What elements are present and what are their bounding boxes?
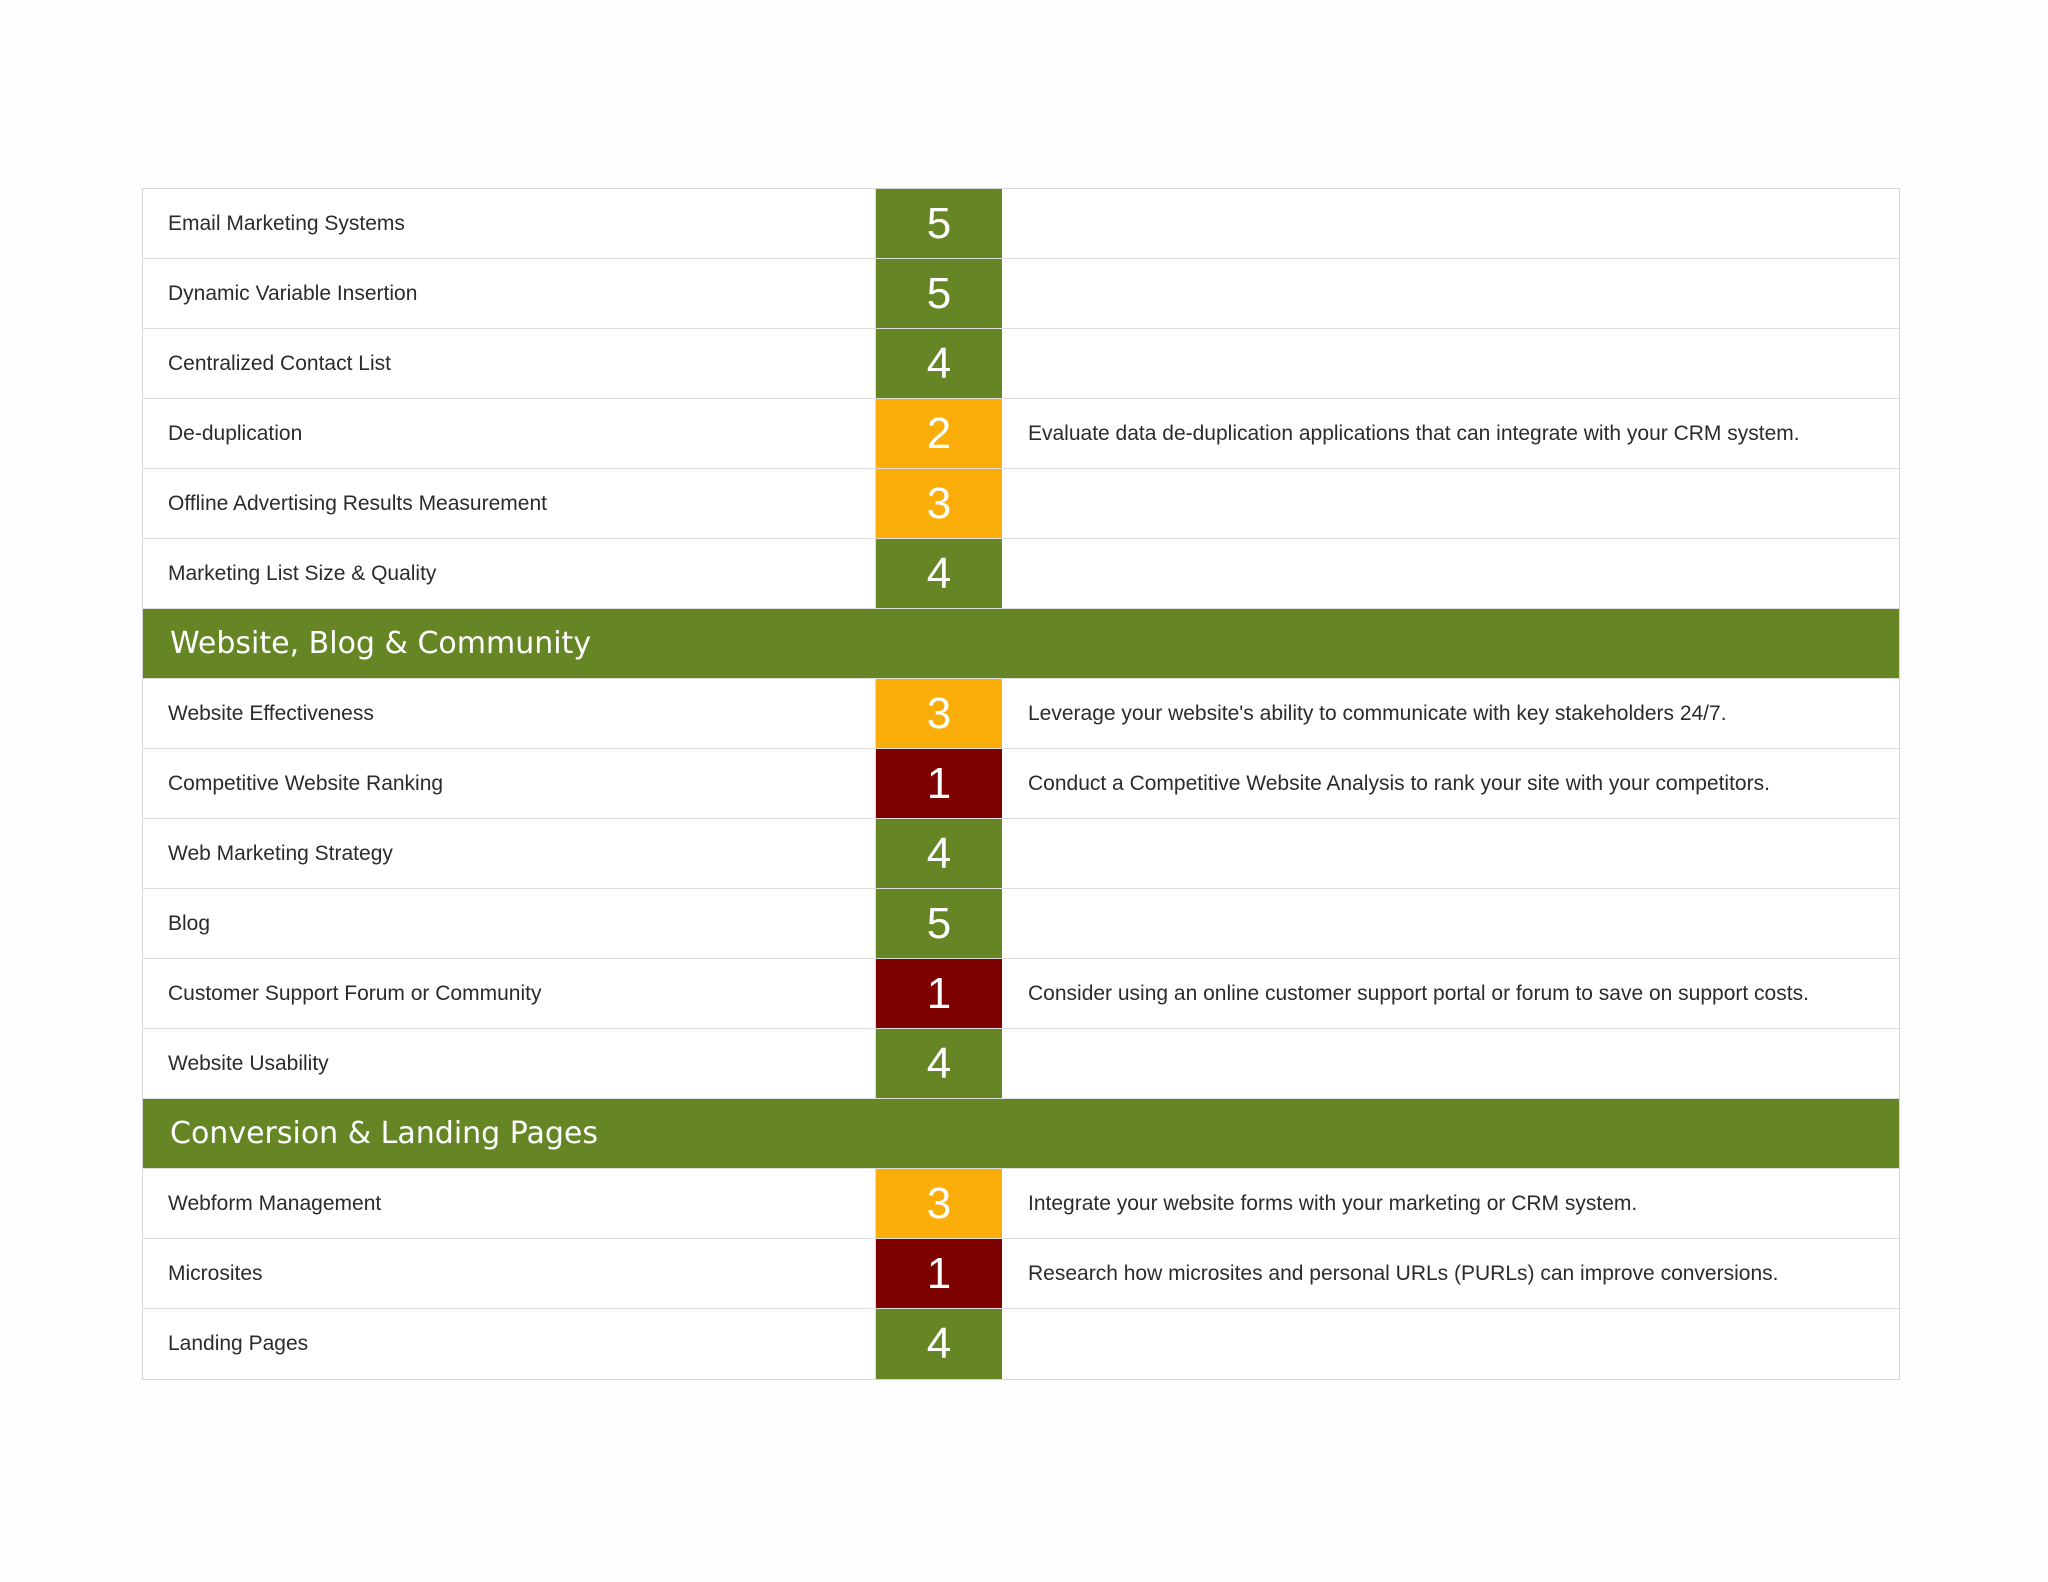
score-badge: 1	[876, 1239, 1002, 1308]
assessment-table: Email Marketing Systems 5 Dynamic Variable…	[142, 188, 1900, 1380]
table-row: Centralized Contact List 4	[143, 329, 1899, 399]
score-badge: 1	[876, 749, 1002, 818]
recommendation-text	[1002, 889, 1899, 958]
item-name: Blog	[143, 889, 876, 958]
table-row: Competitive Website Ranking 1 Conduct a Co…	[143, 749, 1899, 819]
recommendation-text: Leverage your website's ability to commu…	[1028, 701, 1727, 725]
item-name: Website Effectiveness	[143, 679, 876, 748]
score-badge: 4	[876, 819, 1002, 888]
table-row: Microsites 1 Research how microsites and p…	[143, 1239, 1899, 1309]
section-header: Conversion & Landing Pages	[143, 1099, 1899, 1169]
table-row: Email Marketing Systems 5	[143, 189, 1899, 259]
recommendation-text: Conduct a Competitive Website Analysis t…	[1028, 771, 1770, 795]
score-badge: 2	[876, 399, 1002, 468]
recommendation-text	[1002, 259, 1899, 328]
recommendation-text: Research how microsites and personal URL…	[1028, 1261, 1779, 1285]
item-name: De-duplication	[143, 399, 876, 468]
table-row: Website Effectiveness 3 Leverage your webs…	[143, 679, 1899, 749]
score-badge: 4	[876, 1309, 1002, 1379]
recommendation-text: Evaluate data de-duplication application…	[1028, 421, 1800, 445]
recommendation-text	[1002, 1029, 1899, 1098]
section-header: Website, Blog & Community	[143, 609, 1899, 679]
table-row: Marketing List Size & Quality 4	[143, 539, 1899, 609]
item-name: Competitive Website Ranking	[143, 749, 876, 818]
item-name: Dynamic Variable Insertion	[143, 259, 876, 328]
score-badge: 5	[876, 259, 1002, 328]
item-name: Customer Support Forum or Community	[143, 959, 876, 1028]
item-name: Microsites	[143, 1239, 876, 1308]
table-row: Webform Management 3 Integrate your websit…	[143, 1169, 1899, 1239]
recommendation-text: Integrate your website forms with your m…	[1028, 1191, 1638, 1215]
score-badge: 3	[876, 469, 1002, 538]
recommendation-text	[1002, 539, 1899, 608]
table-row: De-duplication 2 Evaluate data de-duplicat…	[143, 399, 1899, 469]
item-name: Landing Pages	[143, 1309, 876, 1379]
recommendation-text: Consider using an online customer suppor…	[1028, 981, 1809, 1005]
recommendation-text	[1002, 1309, 1899, 1379]
table-row: Landing Pages 4	[143, 1309, 1899, 1379]
recommendation-text	[1002, 329, 1899, 398]
table-row: Website Usability 4	[143, 1029, 1899, 1099]
table-row: Offline Advertising Results Measurement 3	[143, 469, 1899, 539]
table-row: Web Marketing Strategy 4	[143, 819, 1899, 889]
score-badge: 4	[876, 539, 1002, 608]
recommendation-text	[1002, 469, 1899, 538]
score-badge: 1	[876, 959, 1002, 1028]
item-name: Web Marketing Strategy	[143, 819, 876, 888]
item-name: Email Marketing Systems	[143, 189, 876, 258]
table-row: Customer Support Forum or Community 1 Cons…	[143, 959, 1899, 1029]
item-name: Offline Advertising Results Measurement	[143, 469, 876, 538]
score-badge: 5	[876, 889, 1002, 958]
item-name: Centralized Contact List	[143, 329, 876, 398]
score-badge: 3	[876, 679, 1002, 748]
score-badge: 4	[876, 329, 1002, 398]
recommendation-text	[1002, 819, 1899, 888]
item-name: Website Usability	[143, 1029, 876, 1098]
table-row: Dynamic Variable Insertion 5	[143, 259, 1899, 329]
item-name: Webform Management	[143, 1169, 876, 1238]
score-badge: 4	[876, 1029, 1002, 1098]
table-row: Blog 5	[143, 889, 1899, 959]
item-name: Marketing List Size & Quality	[143, 539, 876, 608]
score-badge: 5	[876, 189, 1002, 258]
score-badge: 3	[876, 1169, 1002, 1238]
recommendation-text	[1002, 189, 1899, 258]
